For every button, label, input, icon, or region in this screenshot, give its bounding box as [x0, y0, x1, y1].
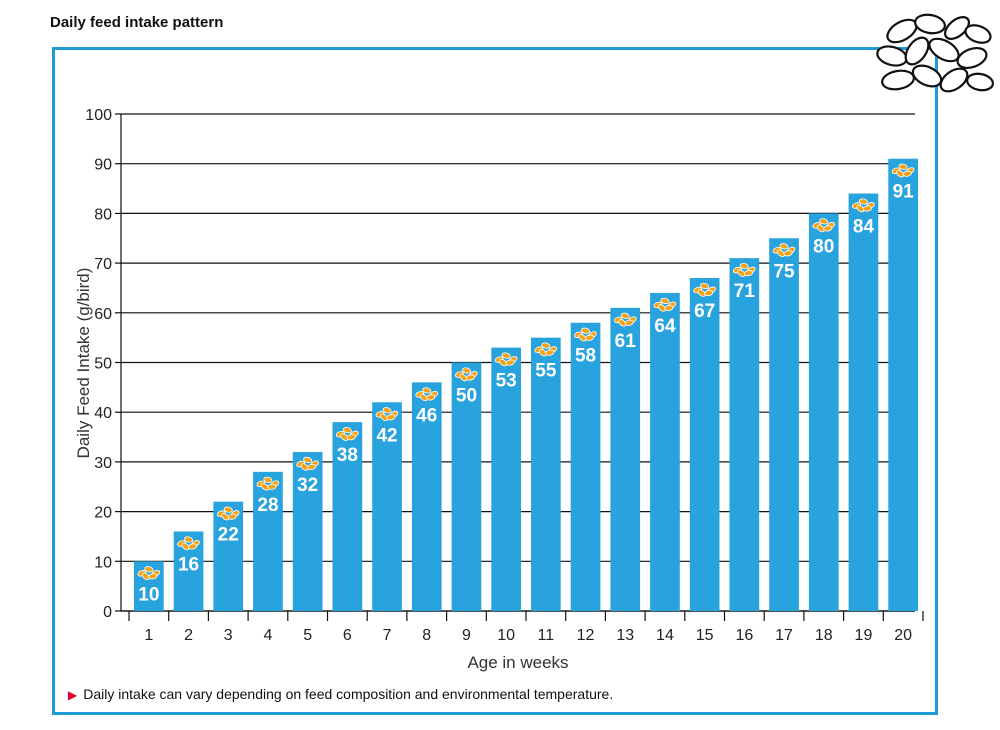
bar — [491, 347, 521, 611]
y-tick-label: 30 — [94, 455, 112, 472]
x-tick-label: 15 — [696, 627, 714, 644]
bar-value-label: 71 — [734, 281, 756, 302]
feed-grain-icon — [534, 342, 558, 357]
x-tick-label: 20 — [894, 627, 912, 644]
bar — [253, 471, 283, 611]
y-tick-label: 90 — [94, 157, 112, 174]
feed-grain-icon — [693, 282, 716, 297]
bar — [848, 193, 879, 611]
bar-value-label: 84 — [853, 217, 875, 238]
x-tick-label: 10 — [497, 627, 515, 644]
bar — [570, 322, 601, 611]
bar-value-label: 67 — [694, 301, 715, 322]
bar-value-label: 53 — [496, 371, 517, 392]
feed-grain-icon — [812, 218, 836, 233]
x-tick-label: 18 — [815, 627, 833, 644]
bar — [332, 422, 363, 611]
feed-grain-icon — [415, 387, 439, 402]
bar-value-label: 28 — [257, 495, 278, 516]
bar — [610, 307, 641, 611]
bar — [650, 292, 680, 611]
feed-grain-icon — [494, 352, 518, 367]
x-tick-label: 7 — [383, 627, 392, 644]
bar-value-label: 10 — [138, 584, 159, 605]
y-tick-label: 40 — [94, 405, 112, 422]
y-tick-label: 50 — [94, 356, 112, 373]
bar — [372, 402, 402, 611]
x-tick-label: 19 — [855, 627, 873, 644]
y-tick-label: 100 — [85, 107, 112, 124]
bar — [531, 337, 561, 611]
feed-grain-icon — [653, 297, 677, 312]
footnote-text: Daily intake can vary depending on feed … — [83, 686, 614, 702]
y-tick-label: 80 — [94, 206, 112, 223]
bar — [411, 382, 442, 611]
x-tick-label: 9 — [462, 627, 471, 644]
seeds-icon — [876, 13, 994, 93]
bar — [769, 238, 799, 611]
y-tick-label: 20 — [94, 505, 112, 522]
x-tick-label: 1 — [144, 627, 153, 644]
x-tick-label: 13 — [616, 627, 634, 644]
y-axis-label: Daily Feed Intake (g/bird) — [74, 268, 93, 459]
feed-grain-icon — [613, 312, 637, 327]
x-tick-label: 14 — [656, 627, 674, 644]
bar-value-label: 75 — [773, 261, 795, 282]
x-tick-label: 8 — [422, 627, 431, 644]
bar — [689, 278, 720, 611]
bar-value-label: 80 — [813, 236, 834, 257]
bar-value-label: 22 — [218, 525, 239, 546]
y-tick-label: 60 — [94, 306, 112, 323]
bar-value-label: 32 — [297, 475, 318, 496]
x-tick-label: 12 — [577, 627, 595, 644]
x-axis-label: Age in weeks — [467, 653, 568, 672]
bar-value-label: 38 — [337, 445, 358, 466]
bar-value-label: 58 — [575, 346, 596, 367]
feed-grain-icon — [177, 536, 200, 551]
feed-grain-icon — [375, 407, 399, 422]
bar-value-label: 50 — [456, 386, 477, 407]
y-tick-label: 0 — [103, 604, 112, 621]
bar — [888, 158, 918, 612]
bullet-arrow-icon: ▶ — [68, 688, 78, 702]
x-tick-label: 5 — [303, 627, 312, 644]
y-tick-label: 10 — [94, 554, 112, 571]
x-tick-label: 6 — [343, 627, 352, 644]
bar-value-label: 16 — [178, 554, 199, 575]
bar — [292, 451, 323, 611]
feed-grain-icon — [137, 566, 161, 581]
y-tick-label: 70 — [94, 256, 112, 273]
feed-grain-icon — [296, 456, 319, 471]
bar-value-label: 91 — [893, 182, 915, 203]
feed-grain-icon — [772, 243, 796, 258]
x-tick-label: 2 — [184, 627, 193, 644]
x-tick-label: 16 — [735, 627, 753, 644]
feed-grain-icon — [574, 327, 597, 342]
feed-grain-icon — [256, 476, 280, 491]
bar-value-label: 61 — [615, 331, 637, 352]
feed-grain-icon — [732, 262, 756, 277]
feed-grain-icon — [216, 506, 240, 521]
x-tick-label: 17 — [775, 627, 793, 644]
bar-value-label: 46 — [416, 405, 437, 426]
x-tick-label: 3 — [224, 627, 233, 644]
feed-grain-icon — [335, 427, 359, 441]
bar — [451, 362, 482, 611]
page-title: Daily feed intake pattern — [50, 14, 224, 31]
bar-value-label: 55 — [535, 361, 557, 382]
feed-grain-icon — [852, 198, 875, 213]
bar-value-label: 42 — [376, 425, 397, 446]
bar — [808, 213, 839, 611]
feed-grain-icon — [891, 163, 915, 178]
feed-grain-icon — [455, 367, 478, 382]
footnote: ▶ Daily intake can vary depending on feed… — [68, 686, 613, 702]
x-tick-label: 4 — [263, 627, 272, 644]
bar — [729, 258, 760, 611]
x-tick-label: 11 — [538, 627, 555, 644]
bar-value-label: 64 — [654, 316, 676, 337]
